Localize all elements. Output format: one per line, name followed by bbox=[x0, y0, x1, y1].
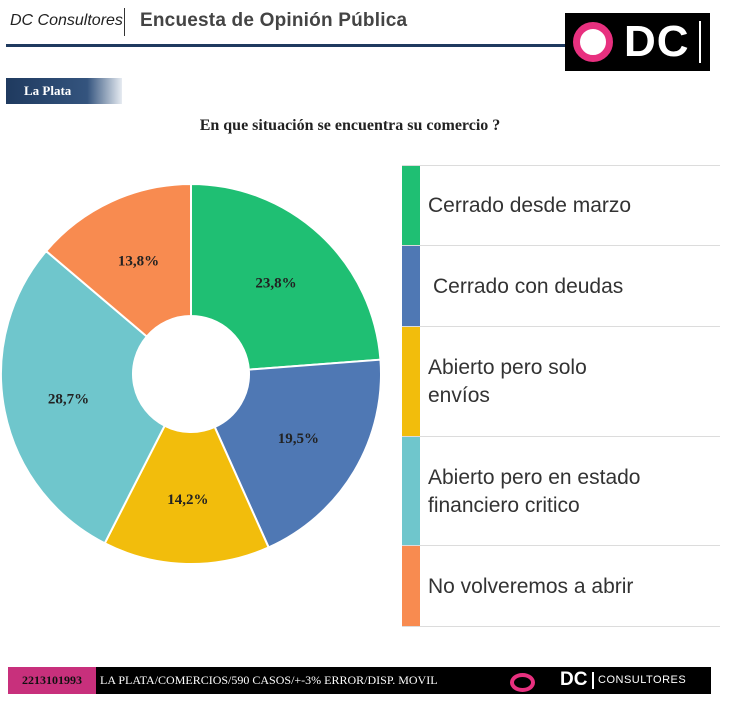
legend-swatch bbox=[402, 546, 420, 627]
dc-logo: DC bbox=[565, 13, 710, 71]
slice-1 bbox=[190, 183, 382, 371]
slice-label-3: 14,2% bbox=[167, 492, 208, 508]
donut-chart: 23,8% 19,5% 14,2% 28,7% 13,8% bbox=[0, 183, 382, 565]
chart-question: En que situación se encuentra su comerci… bbox=[199, 117, 501, 134]
legend-item-no-volveremos: No volveremos a abrir bbox=[402, 545, 720, 627]
footer-phone: 2213101993 bbox=[8, 667, 96, 694]
legend-label: Cerrado desde marzo bbox=[428, 194, 632, 217]
legend-item-abierto-estado-critico: Abierto pero en estado financiero critic… bbox=[402, 436, 720, 546]
legend-item-abierto-solo-envios: Abierto pero solo envíos bbox=[402, 326, 720, 437]
brand-name: DC Consultores bbox=[10, 12, 123, 29]
legend-label: Abierto pero en estado financiero critic… bbox=[428, 465, 641, 517]
footer-logo-subtext: CONSULTORES bbox=[598, 674, 687, 686]
footer-logo-bar bbox=[592, 672, 594, 689]
slice-4 bbox=[0, 249, 167, 545]
legend-item-cerrado-con-deudas: Cerrado con deudas bbox=[402, 245, 720, 327]
chart-slice-labels: 23,8% 19,5% 14,2% 28,7% 13,8% bbox=[48, 254, 319, 508]
legend-bottom-rule bbox=[402, 626, 720, 627]
logo-ring-icon bbox=[573, 22, 613, 62]
slice-label-2: 19,5% bbox=[278, 431, 319, 447]
legend-label: No volveremos a abrir bbox=[428, 574, 634, 598]
slice-2 bbox=[213, 358, 382, 549]
logo-text: DC bbox=[624, 17, 690, 66]
header-divider bbox=[124, 8, 125, 36]
legend-swatch bbox=[402, 437, 420, 546]
legend-label: Cerrado con deudas bbox=[433, 274, 624, 298]
slice-5 bbox=[44, 183, 192, 338]
slice-label-5: 13,8% bbox=[118, 254, 159, 270]
legend-swatch bbox=[402, 327, 420, 437]
legend-label: Abierto pero solo envíos bbox=[428, 356, 587, 407]
slice-label-4: 28,7% bbox=[48, 392, 89, 408]
header-rule bbox=[6, 44, 566, 47]
survey-title: Encuesta de Opinión Pública bbox=[140, 10, 408, 31]
footer-bar: 2213101993 LA PLATA/COMERCIOS/590 CASOS/… bbox=[8, 667, 711, 694]
location-badge: La Plata bbox=[6, 78, 122, 104]
location-badge-label: La Plata bbox=[24, 83, 72, 98]
footer-caption: LA PLATA/COMERCIOS/590 CASOS/+-3% ERROR/… bbox=[100, 673, 438, 687]
legend-swatch bbox=[402, 246, 420, 327]
footer-logo-ring-icon bbox=[510, 673, 535, 692]
slice-label-1: 23,8% bbox=[255, 275, 296, 291]
legend-item-cerrado-desde-marzo: Cerrado desde marzo bbox=[402, 165, 720, 246]
slice-3 bbox=[103, 424, 270, 565]
legend-swatch bbox=[402, 166, 420, 246]
chart-slices bbox=[0, 183, 382, 565]
logo-bar bbox=[699, 21, 701, 63]
footer-logo-text: DC bbox=[560, 669, 588, 690]
